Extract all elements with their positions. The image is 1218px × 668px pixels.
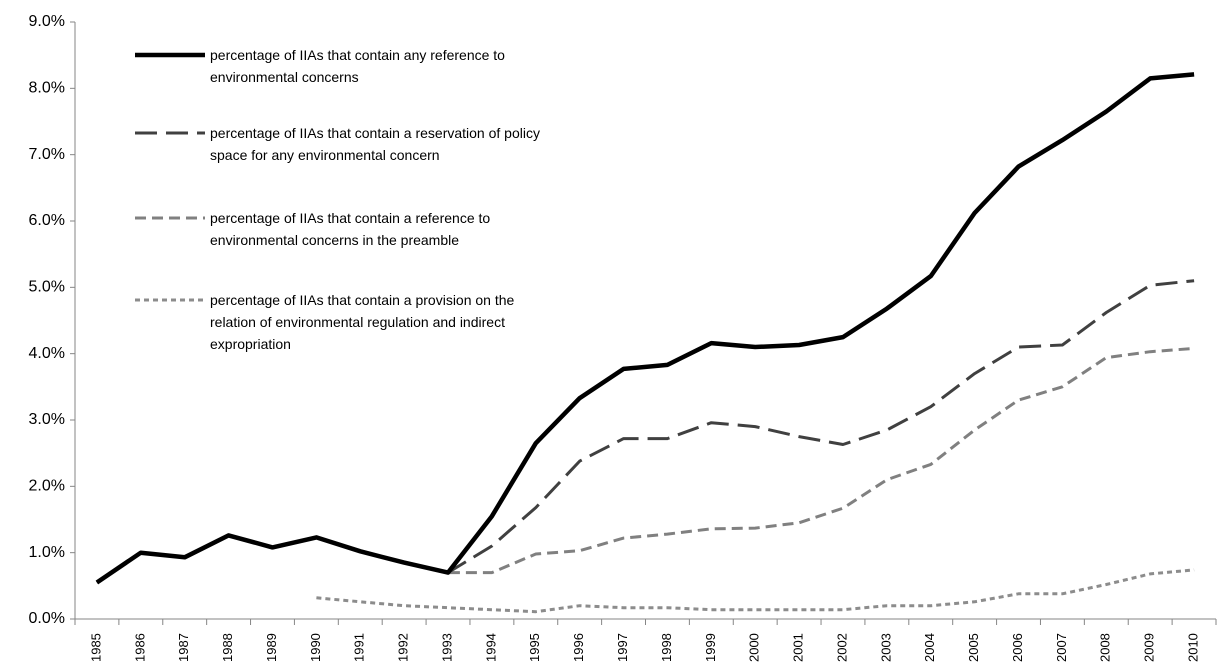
x-tick-label: 2001 [791,633,806,662]
x-tick-label: 1989 [264,633,279,662]
x-tick-label: 1994 [483,633,498,662]
x-tick-label: 1985 [88,633,103,662]
y-tick-label: 5.0% [29,279,65,296]
x-tick-label: 1993 [439,633,454,662]
x-tick-label: 1987 [176,633,191,662]
series-line [96,346,1195,584]
y-tick-label: 8.0% [29,80,65,97]
x-tick-label: 1998 [659,633,674,662]
x-tick-label: 2007 [1054,633,1069,662]
y-tick-label: 6.0% [29,212,65,229]
legend-label: percentage of IIAs that contain any refe… [210,47,505,85]
x-tick-label: 2005 [966,633,981,662]
x-tick-label: 2010 [1185,633,1200,662]
x-tick-label: 2000 [747,633,762,662]
y-tick-label: 3.0% [29,411,65,428]
y-tick-label: 0.0% [29,610,65,627]
legend-label: percentage of IIAs that contain a provis… [210,292,515,352]
x-tick-label: 1995 [527,633,542,662]
y-tick-label: 4.0% [29,345,65,362]
x-tick-label: 2009 [1142,633,1157,662]
x-tick-label: 2003 [878,633,893,662]
series-line [95,72,1195,585]
x-tick-label: 1990 [308,633,323,662]
x-tick-label: 1997 [615,633,630,662]
legend-label: percentage of IIAs that contain a reserv… [210,125,540,163]
y-tick-label: 1.0% [29,544,65,561]
x-tick-label: 2006 [1010,633,1025,662]
x-tick-label: 1991 [352,633,367,662]
x-tick-label: 2008 [1098,633,1113,662]
series-line [316,568,1195,614]
x-tick-label: 1986 [132,633,147,662]
x-tick-label: 1996 [571,633,586,662]
y-tick-label: 9.0% [29,13,65,30]
legend-label: percentage of IIAs that contain a refere… [210,210,491,248]
x-tick-label: 1992 [396,633,411,662]
y-tick-label: 2.0% [29,478,65,495]
x-tick-label: 2002 [834,633,849,662]
y-tick-label: 7.0% [29,146,65,163]
x-tick-label: 1999 [703,633,718,662]
x-tick-label: 1988 [220,633,235,662]
x-tick-label: 2004 [922,633,937,662]
